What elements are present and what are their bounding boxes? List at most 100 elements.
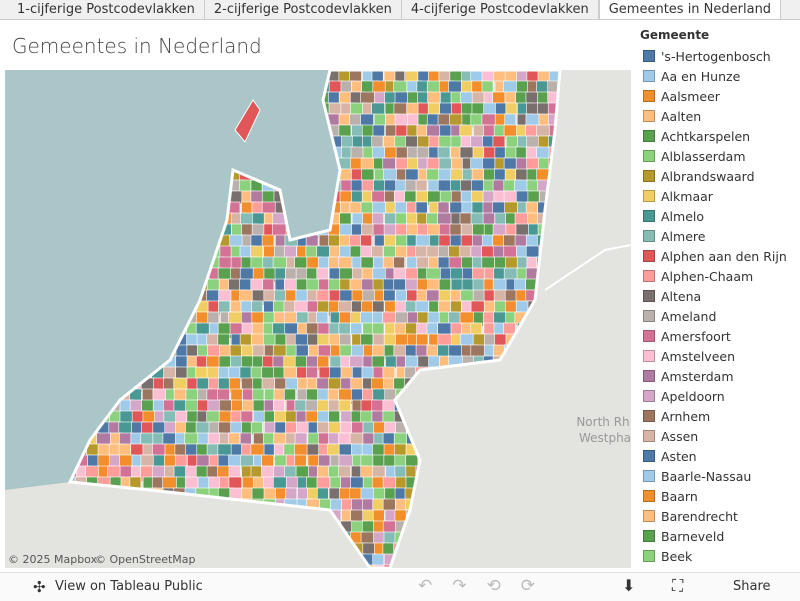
- municipality[interactable]: [417, 70, 430, 83]
- municipality[interactable]: [240, 410, 254, 423]
- municipality[interactable]: [284, 322, 300, 335]
- legend-item[interactable]: Amstelveen: [640, 346, 787, 366]
- municipality[interactable]: [284, 388, 296, 401]
- legend-item[interactable]: 's-Hertogenbosch: [640, 46, 787, 66]
- legend-item[interactable]: Aalsmeer: [640, 86, 787, 106]
- municipality[interactable]: [471, 201, 484, 214]
- municipality[interactable]: [173, 377, 189, 390]
- municipality[interactable]: [339, 289, 354, 302]
- municipality[interactable]: [404, 190, 417, 203]
- municipality[interactable]: [285, 377, 299, 391]
- municipality[interactable]: [349, 113, 363, 127]
- municipality[interactable]: [536, 80, 550, 93]
- municipality[interactable]: [494, 168, 506, 182]
- municipality[interactable]: [395, 223, 409, 236]
- legend-item[interactable]: Asten: [640, 446, 787, 466]
- municipality[interactable]: [372, 465, 386, 479]
- municipality[interactable]: [241, 377, 254, 391]
- municipality[interactable]: [350, 179, 364, 193]
- municipality[interactable]: [405, 278, 419, 291]
- municipality[interactable]: [274, 377, 287, 391]
- municipality[interactable]: [505, 223, 518, 236]
- municipality[interactable]: [405, 135, 418, 148]
- municipality[interactable]: [427, 91, 441, 105]
- municipality[interactable]: [351, 289, 364, 303]
- legend-item[interactable]: Aalten: [640, 106, 787, 126]
- municipality[interactable]: [527, 190, 540, 204]
- municipality[interactable]: [251, 311, 265, 325]
- legend-item[interactable]: Apeldoorn: [640, 386, 787, 406]
- legend-item[interactable]: Assen: [640, 426, 787, 446]
- municipality[interactable]: [206, 333, 219, 347]
- municipality[interactable]: [206, 355, 220, 368]
- municipality[interactable]: [450, 168, 464, 181]
- legend-item[interactable]: Achtkarspelen: [640, 126, 787, 146]
- legend-item[interactable]: Ameland: [640, 306, 787, 326]
- municipality[interactable]: [206, 278, 220, 292]
- municipality[interactable]: [393, 256, 405, 269]
- municipality[interactable]: [394, 322, 407, 335]
- municipality[interactable]: [338, 443, 354, 457]
- legend-item[interactable]: Aa en Hunze: [640, 66, 787, 86]
- fullscreen-icon[interactable]: ⛶: [672, 576, 684, 595]
- tab[interactable]: Gemeentes in Nederland: [598, 0, 782, 19]
- municipality[interactable]: [250, 465, 263, 478]
- municipality[interactable]: [252, 344, 265, 358]
- municipality[interactable]: [206, 366, 221, 380]
- legend-item[interactable]: Albrandswaard: [640, 166, 787, 186]
- municipality[interactable]: [405, 168, 420, 182]
- municipality[interactable]: [339, 168, 354, 181]
- municipality[interactable]: [107, 465, 121, 479]
- download-icon[interactable]: ⬇: [622, 576, 636, 595]
- tab[interactable]: 1-cijferige Postcodevlakken: [8, 0, 205, 19]
- municipality[interactable]: [164, 421, 177, 435]
- municipality[interactable]: [492, 278, 508, 291]
- municipality[interactable]: [525, 91, 539, 105]
- municipality[interactable]: [372, 553, 385, 568]
- municipality[interactable]: [438, 278, 451, 292]
- municipality[interactable]: [229, 322, 244, 335]
- municipality[interactable]: [415, 179, 428, 192]
- municipality[interactable]: [197, 399, 210, 413]
- municipality[interactable]: [438, 300, 451, 314]
- municipality[interactable]: [339, 212, 352, 225]
- municipality[interactable]: [438, 289, 452, 303]
- municipality[interactable]: [351, 421, 364, 435]
- attribution[interactable]: © OpenStreetMap: [95, 553, 196, 566]
- legend-item[interactable]: Arnhem: [640, 406, 787, 426]
- municipality[interactable]: [470, 135, 485, 149]
- municipality[interactable]: [219, 344, 231, 357]
- municipality[interactable]: [360, 234, 373, 247]
- legend-item[interactable]: Barneveld: [640, 526, 787, 546]
- municipality[interactable]: [482, 157, 497, 170]
- municipality[interactable]: [283, 278, 298, 292]
- legend-item[interactable]: Alblasserdam: [640, 146, 787, 166]
- municipality[interactable]: [526, 135, 539, 149]
- municipality[interactable]: [384, 212, 398, 226]
- municipality[interactable]: [253, 410, 266, 424]
- municipality[interactable]: [338, 399, 352, 413]
- municipality[interactable]: [384, 91, 397, 104]
- legend-item[interactable]: Almelo: [640, 206, 787, 226]
- municipality[interactable]: [449, 223, 462, 237]
- municipality[interactable]: [492, 135, 506, 148]
- municipality[interactable]: [239, 267, 254, 280]
- municipality[interactable]: [470, 344, 486, 357]
- municipality[interactable]: [371, 377, 385, 391]
- legend-item[interactable]: Alkmaar: [640, 186, 787, 206]
- municipality[interactable]: [440, 91, 452, 105]
- municipality[interactable]: [295, 344, 309, 358]
- municipality[interactable]: [360, 454, 375, 468]
- municipality[interactable]: [262, 278, 275, 292]
- municipality[interactable]: [372, 300, 385, 313]
- municipality[interactable]: [252, 388, 265, 402]
- legend-item[interactable]: Alphen aan den Rijn: [640, 246, 787, 266]
- municipality[interactable]: [240, 355, 254, 369]
- municipality[interactable]: [372, 212, 384, 225]
- legend-item[interactable]: Almere: [640, 226, 787, 246]
- attribution[interactable]: © 2025 Mapbox: [8, 553, 98, 566]
- municipality[interactable]: [272, 399, 285, 413]
- municipality[interactable]: [481, 70, 496, 82]
- share-button[interactable]: Share: [733, 579, 771, 594]
- municipality[interactable]: [239, 278, 253, 292]
